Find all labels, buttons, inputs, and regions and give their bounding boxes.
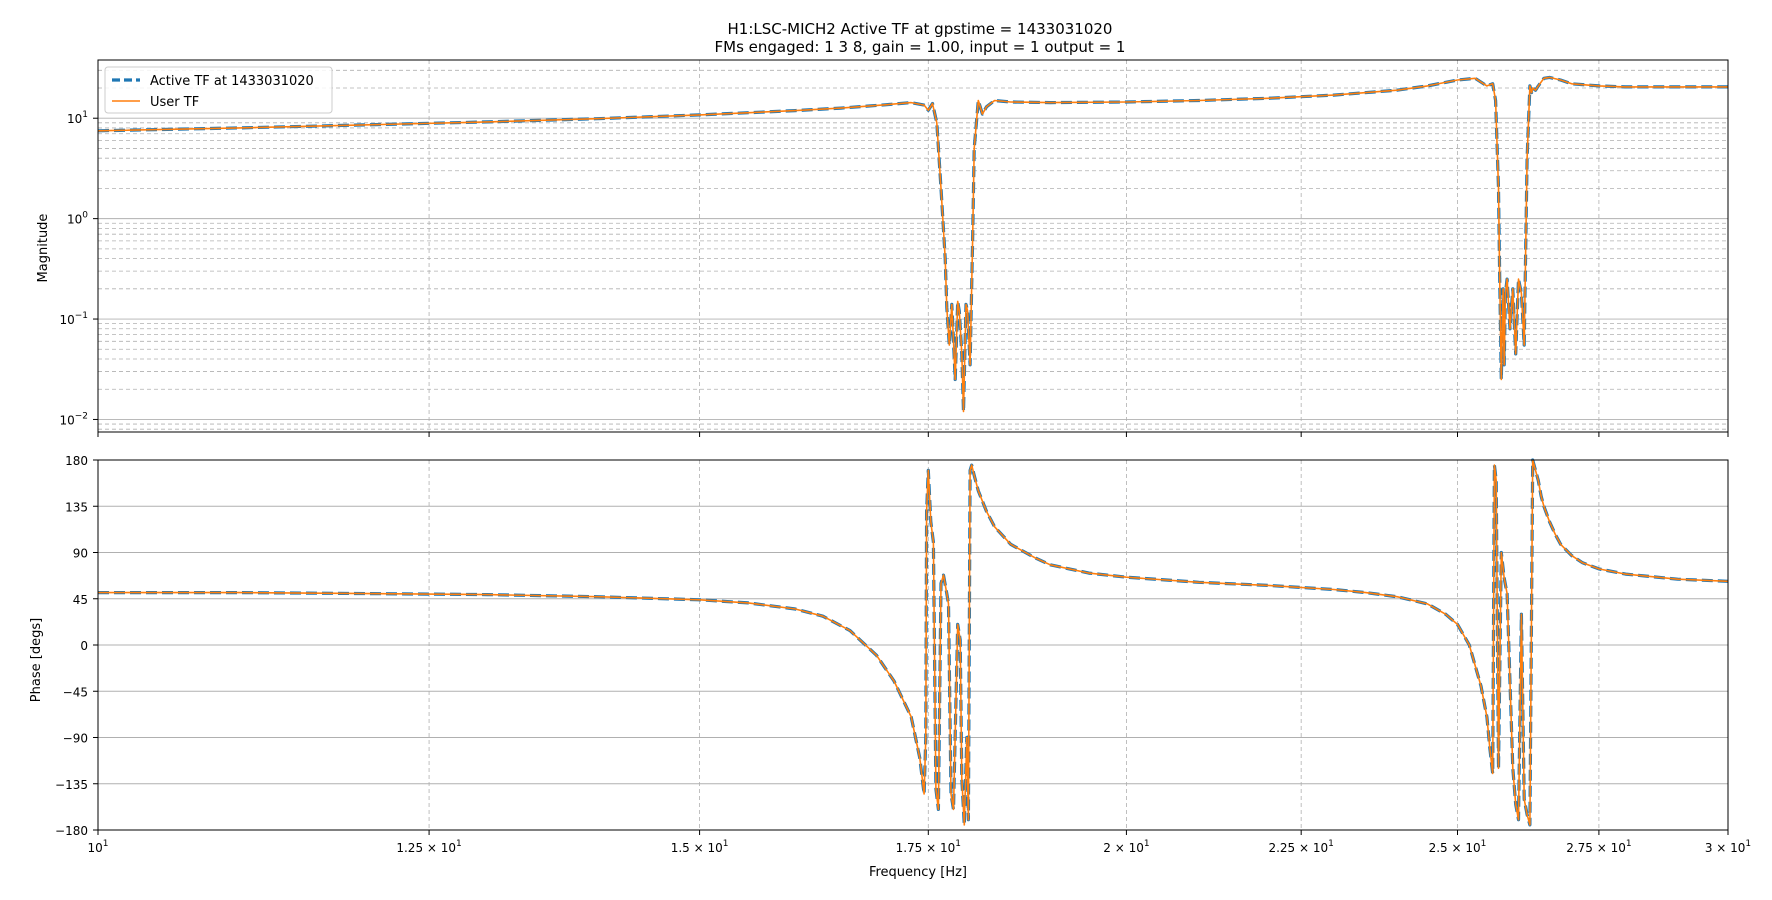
frequency-x-tick-label: 101: [87, 839, 108, 855]
frequency-x-tick-label: 2.25 × 101: [1268, 839, 1333, 855]
phase-y-tick-label: 45: [73, 593, 88, 607]
figure-title-line-2: FMs engaged: 1 3 8, gain = 1.00, input =…: [715, 38, 1126, 56]
phase-y-tick-label: −135: [55, 778, 88, 792]
legend-entry-label-1: User TF: [150, 95, 199, 110]
phase-y-tick-label: 180: [65, 454, 88, 468]
phase-y-tick-label: −180: [55, 824, 88, 838]
magnitude-y-tick-label: 10−2: [59, 411, 88, 427]
magnitude-panel: 10−2 10−1 100 101: [59, 59, 1729, 437]
phase-y-tick-label: 0: [80, 639, 88, 653]
frequency-x-tick-label: 2 × 101: [1103, 839, 1149, 855]
magnitude-y-tick-label: 101: [67, 110, 88, 126]
phase-y-tick-label: 135: [65, 500, 88, 514]
legend-entry-label-0: Active TF at 1433031020: [150, 74, 314, 89]
frequency-x-tick-label: 1.75 × 101: [896, 839, 961, 855]
phase-axes-frame: [97, 459, 1729, 831]
magnitude-y-tick-label: 100: [67, 211, 88, 227]
phase-y-tick-label: 90: [73, 547, 88, 561]
magnitude-series-line-1: [97, 76, 1728, 413]
phase-y-axis-label: Phase [degs]: [29, 618, 44, 702]
frequency-x-tick-label: 1.25 × 101: [396, 839, 461, 855]
figure-title-line-1: H1:LSC-MICH2 Active TF at gpstime = 1433…: [728, 20, 1113, 38]
frequency-x-axis-label: Frequency [Hz]: [869, 865, 967, 880]
magnitude-axes-frame: [97, 59, 1729, 433]
frequency-x-tick-label: 3 × 101: [1705, 839, 1751, 855]
phase-y-tick-label: −45: [63, 685, 88, 699]
phase-series-line-1: [98, 459, 1729, 826]
frequency-x-tick-label: 2.5 × 101: [1429, 839, 1487, 855]
phase-y-tick-label: −90: [63, 732, 88, 746]
legend-box: [104, 66, 333, 114]
magnitude-y-axis-label: Magnitude: [36, 214, 51, 283]
legend: Active TF at 1433031020 User TF: [104, 66, 333, 114]
frequency-x-tick-label: 2.75 × 101: [1566, 839, 1631, 855]
frequency-x-tick-label: 1.5 × 101: [671, 839, 729, 855]
magnitude-y-tick-label: 10−1: [59, 311, 88, 327]
